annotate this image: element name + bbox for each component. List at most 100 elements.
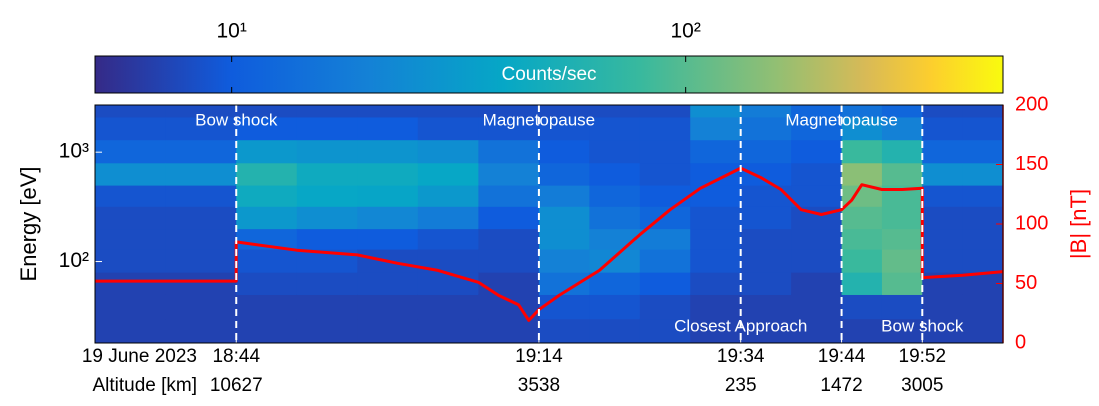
x-tick-label: 19:52 — [899, 346, 947, 367]
spectrogram-cell — [95, 105, 167, 118]
spectrogram-cell — [589, 105, 641, 118]
spectrogram-cell — [357, 185, 419, 207]
event-label: Closest Approach — [674, 316, 807, 335]
spectrogram-cell — [690, 162, 742, 186]
spectrogram-cell — [881, 294, 923, 320]
spectrogram-cell — [690, 272, 742, 295]
spectrogram-cell — [740, 206, 792, 230]
spectrogram-cell — [538, 272, 590, 295]
spectrogram-cell — [417, 228, 479, 250]
y2-tick-label: 50 — [1015, 272, 1037, 294]
spectrogram-cell — [165, 185, 237, 207]
x-tick-label: 18:44 — [212, 346, 260, 367]
spectrogram-cell — [95, 116, 167, 141]
spectrogram-cell — [962, 249, 1004, 273]
spectrogram-cell — [165, 272, 237, 295]
spectrogram-cell — [922, 228, 964, 250]
spectrogram-cell — [296, 185, 358, 207]
spectrogram-cell — [690, 139, 742, 164]
spectrogram-cell — [165, 105, 237, 118]
spectrogram-cell — [589, 162, 641, 186]
spectrogram-cell — [417, 249, 479, 273]
spectrogram-cell — [690, 206, 742, 230]
spectrogram-cell — [791, 105, 843, 118]
spectrogram-cell — [791, 139, 843, 164]
spectrogram-cell — [478, 185, 540, 207]
spectrogram-cell — [357, 272, 419, 295]
spectrogram-cell — [962, 185, 1004, 207]
spectrogram-cell — [922, 249, 964, 273]
spectrogram-cell — [841, 272, 883, 295]
spectrogram-cell — [639, 272, 691, 295]
date-label: 19 June 2023 — [82, 346, 197, 367]
spectrogram-cell — [841, 116, 883, 141]
spectrogram-cell — [740, 294, 792, 320]
spectrogram-cell — [417, 318, 479, 344]
spectrogram-cell — [589, 185, 641, 207]
spectrogram-cell — [417, 185, 479, 207]
spectrogram-cell — [165, 249, 237, 273]
spectrogram-cell — [538, 116, 590, 141]
spectrogram-cell — [417, 105, 479, 118]
spectrogram-cell — [538, 318, 590, 344]
spectrogram-cell — [740, 162, 792, 186]
spectrogram-cell — [417, 206, 479, 230]
spectrogram-cell — [236, 206, 298, 230]
spectrogram-cell — [589, 249, 641, 273]
spectrogram-cell — [962, 162, 1004, 186]
spectrogram-cell — [417, 139, 479, 164]
spectrogram-cell — [962, 105, 1004, 118]
y2-tick-label: 150 — [1015, 153, 1048, 175]
spectrogram-cell — [236, 162, 298, 186]
spectrogram-cell — [165, 116, 237, 141]
spectrogram-cell — [740, 318, 792, 344]
spectrogram-cell — [236, 294, 298, 320]
spectrogram-cell — [478, 249, 540, 273]
spectrogram-cell — [962, 318, 1004, 344]
spectrogram-cell — [357, 318, 419, 344]
spectrogram-cell — [639, 162, 691, 186]
spectrogram-cell — [357, 162, 419, 186]
spectrogram-cell — [357, 206, 419, 230]
y2-axis-label: |B| [nT] — [1066, 189, 1091, 259]
spectrogram-cell — [165, 294, 237, 320]
spectrogram-cell — [589, 139, 641, 164]
spectrogram-cell — [478, 318, 540, 344]
spectrogram-cell — [538, 249, 590, 273]
spectrogram-cell — [791, 318, 843, 344]
spectrogram-cell — [962, 139, 1004, 164]
altitude-label: Altitude [km] — [92, 375, 197, 396]
spectrogram-cell — [740, 105, 792, 118]
spectrogram-cell — [740, 272, 792, 295]
altitude-label: 10627 — [210, 375, 263, 396]
altitude-label: 3538 — [518, 375, 560, 396]
y-tick-label: 10³ — [59, 140, 89, 163]
colorbar-label: Counts/sec — [501, 64, 596, 85]
spectrogram-cell — [95, 185, 167, 207]
spectrogram-cell — [296, 272, 358, 295]
spectrogram-cell — [236, 318, 298, 344]
y2-tick-label: 0 — [1015, 331, 1026, 353]
spectrogram-cell — [639, 185, 691, 207]
spectrogram-cell — [791, 294, 843, 320]
spectrogram-cell — [690, 228, 742, 250]
spectrogram-cell — [296, 139, 358, 164]
spectrogram-cell — [881, 162, 923, 186]
spectrogram-cell — [690, 249, 742, 273]
spectrogram-cell — [357, 294, 419, 320]
plot-frame — [94, 104, 1004, 344]
altitude-label: 3005 — [901, 375, 943, 396]
spectrogram-cell — [296, 105, 358, 118]
spectrogram-cell — [478, 116, 540, 141]
spectrogram-cell — [690, 318, 742, 344]
spectrogram-cell — [478, 294, 540, 320]
spectrogram-cell — [962, 272, 1004, 295]
spectrogram-cell — [791, 228, 843, 250]
event-label: Bow shock — [881, 316, 964, 335]
spectrogram-cell — [478, 206, 540, 230]
spectrogram-cell — [841, 105, 883, 118]
spectrogram-cell — [538, 139, 590, 164]
spectrogram-cell — [95, 206, 167, 230]
spectrogram-cell — [236, 105, 298, 118]
spectrogram-cell — [639, 139, 691, 164]
